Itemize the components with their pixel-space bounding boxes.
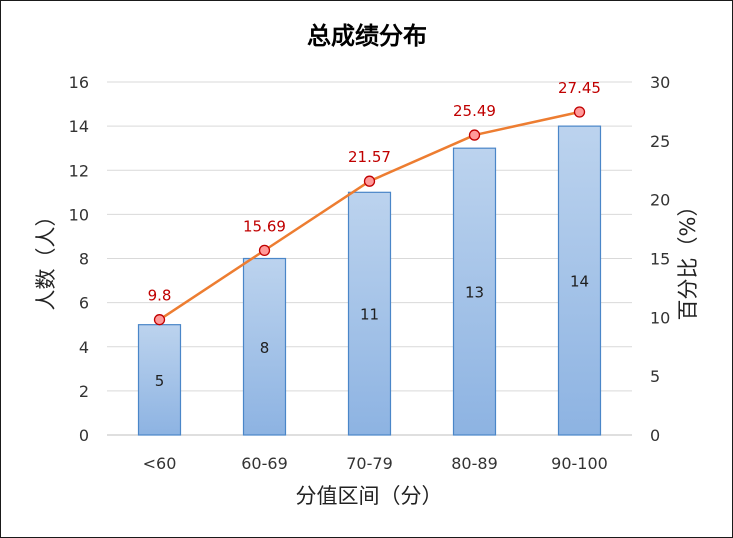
y-tick-label: 12 [69, 161, 89, 180]
x-tick-label: <60 [143, 454, 177, 473]
bar [137, 324, 182, 436]
line-marker [258, 244, 271, 257]
y2-tick-label: 5 [650, 367, 660, 386]
bar-value-label: 5 [155, 372, 165, 390]
bar-value-label: 8 [260, 339, 270, 357]
x-tick-label: 80-89 [451, 454, 498, 473]
y2-tick-label: 25 [650, 132, 670, 151]
y2-tick-label: 15 [650, 250, 670, 269]
y-tick-label: 8 [79, 250, 89, 269]
line-marker [153, 314, 166, 326]
y-tick-label: 0 [79, 426, 89, 445]
chart-title: 总成绩分布 [307, 22, 427, 50]
bar-value-label: 11 [360, 306, 379, 324]
y2-tick-label: 10 [650, 308, 670, 327]
bars [137, 125, 602, 436]
line-value-label: 27.45 [558, 79, 601, 97]
y-tick-label: 14 [69, 117, 89, 136]
x-tick-label: 90-100 [551, 454, 608, 473]
y2-tick-label: 0 [650, 426, 660, 445]
y2-tick-label: 20 [650, 191, 670, 210]
x-axis: <60 60-69 70-79 80-89 90-100 [143, 454, 608, 473]
line-value-label: 21.57 [348, 148, 391, 166]
line-marker [573, 106, 586, 118]
line-value-label: 15.69 [243, 217, 286, 235]
y2-tick-label: 30 [650, 73, 670, 92]
bar [557, 125, 602, 436]
y-tick-label: 6 [79, 294, 89, 313]
y-axis-left: 0 2 4 6 8 10 12 14 16 [69, 73, 89, 445]
bar [347, 191, 392, 436]
bar-value-label: 13 [465, 284, 484, 302]
x-tick-label: 60-69 [241, 454, 288, 473]
bar-value-label: 14 [570, 273, 589, 291]
y-axis-title: 人数（人） [34, 206, 58, 311]
bar [242, 257, 287, 436]
data-labels: 5 8 11 13 14 9.8 15.69 21.57 25.49 27.45 [148, 79, 601, 390]
x-axis-title: 分值区间（分） [296, 484, 443, 508]
x-tick-label: 70-79 [346, 454, 393, 473]
percent-line [153, 106, 586, 326]
line-value-label: 25.49 [453, 102, 496, 120]
line-marker [363, 175, 376, 187]
line-marker [468, 129, 481, 141]
y-axis-right: 0 5 10 15 20 25 30 [650, 73, 670, 445]
bar [452, 147, 497, 436]
y-tick-label: 2 [79, 382, 89, 401]
line-value-label: 9.8 [148, 287, 172, 305]
y-tick-label: 16 [69, 73, 89, 92]
y-tick-label: 10 [69, 205, 89, 224]
y-tick-label: 4 [79, 338, 89, 357]
y2-axis-title: 百分比（%） [676, 196, 700, 321]
